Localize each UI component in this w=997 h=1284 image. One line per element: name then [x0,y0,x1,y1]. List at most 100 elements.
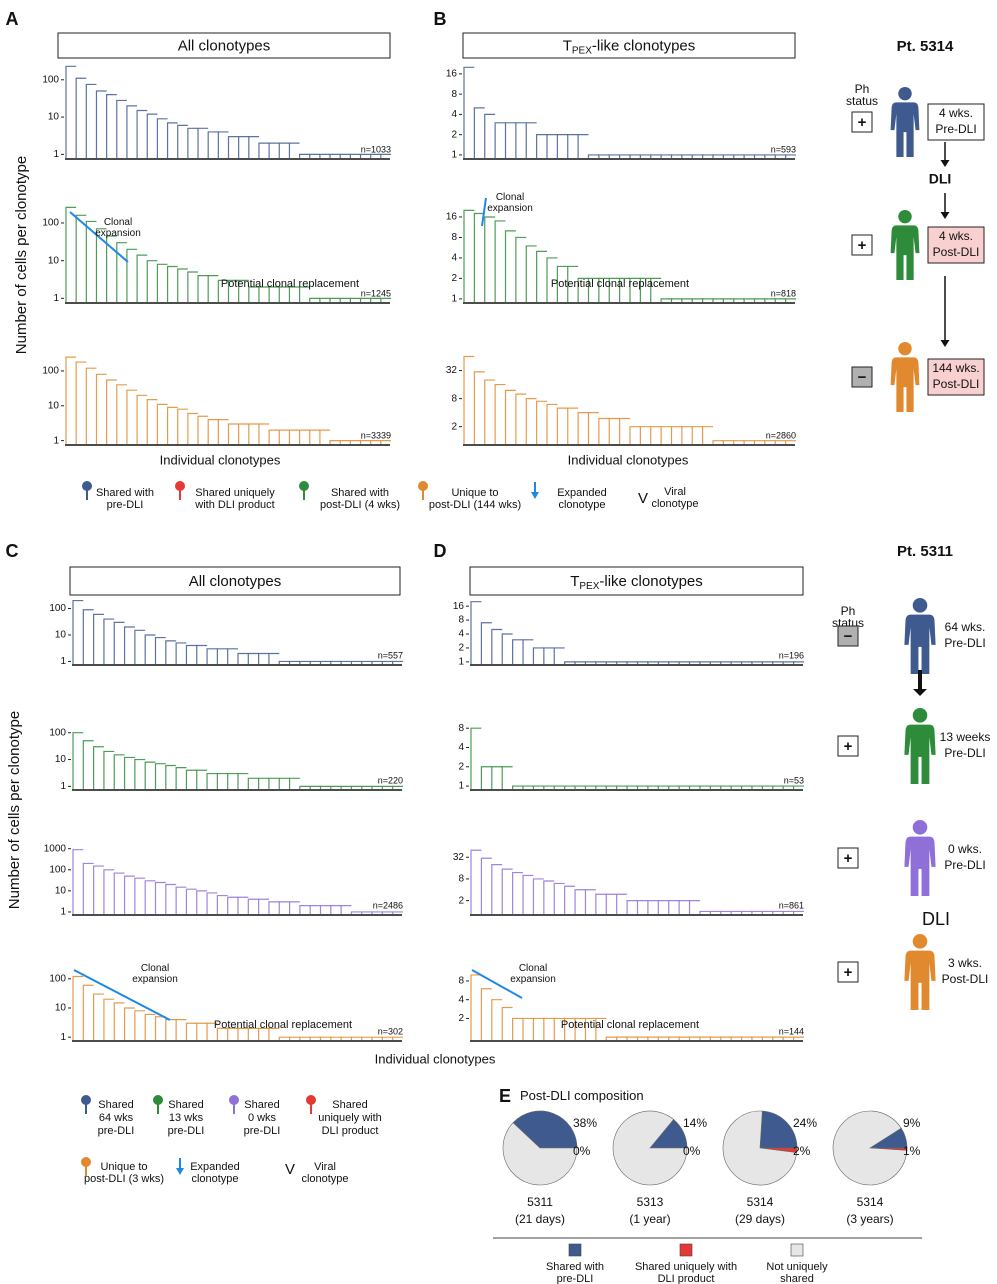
clonotype-stem [526,399,536,444]
pie-subtitle: (21 days) [515,1212,565,1226]
dli-label: DLI [922,909,950,929]
clonotype-stem [485,380,495,444]
clonotype-stem [186,770,196,789]
clonotype-stem [533,1018,543,1040]
clonotype-stem [145,635,155,664]
y-tick-label: 2 [451,129,457,140]
legend-label: Shared [332,1099,367,1111]
clonotype-stem [627,786,637,789]
panel-letter: B [434,9,447,29]
clonotype-stem [638,901,648,914]
clonotype-stem [575,786,585,789]
panel-letter: E [499,1086,511,1106]
pie-value-label: 24% [793,1116,817,1130]
legend-label: Viral [664,486,686,498]
clonotype-stem [372,912,382,914]
annotation: expansion [95,228,141,239]
clonotype-stem [83,610,93,664]
clonotype-stem [585,890,595,914]
clonotype-stem [516,123,526,158]
clonotype-stem [117,243,127,302]
clonotype-stem [259,899,269,914]
clonotype-stem [331,1037,341,1040]
timeline-arrow-head [913,689,927,696]
n-label: n=818 [771,288,796,298]
y-tick-label: 8 [451,393,457,404]
clonotype-stem [596,786,606,789]
clonotype-stem [83,985,93,1040]
timepoint-label: 4 wks. [939,106,973,120]
clonotype-stem [513,640,523,664]
clonotype-stem [372,661,382,664]
clonotype-stem [157,119,167,158]
pie-title: 5314 [747,1195,774,1209]
clonotype-stem [228,774,238,789]
clonotype-stem [382,912,392,914]
clonotype-stem [661,427,671,444]
clonotype-stem [627,1037,637,1040]
legend-pin-head [153,1095,163,1105]
clonotype-stem [300,1037,310,1040]
y-tick-label: 1 [60,656,66,667]
human-head [913,820,928,835]
annotation: Potential clonal replacement [551,278,689,290]
pie-slice [760,1111,797,1148]
annotation: expansion [487,203,533,214]
clonotype-stem [544,1018,554,1040]
clonotype-stem [731,786,741,789]
clonotype-stem [547,135,557,158]
legend-label: 64 wks [99,1112,134,1124]
clonotype-stem [125,876,135,914]
clonotype-stem [471,975,481,1040]
clonotype-stem [752,662,762,664]
clonotype-stem [125,627,135,664]
clonotype-stem [464,67,474,158]
clonotype-stem [300,661,310,664]
clonotype-stem [135,1011,145,1040]
clonotype-stem [690,662,700,664]
clonotype-stem [168,267,178,302]
legend-label: Expanded [557,487,607,499]
y-tick-label: 4 [458,629,464,640]
clonotype-stem [606,1037,616,1040]
clonotype-stem [178,409,188,444]
clonotype-stem [502,634,512,664]
timepoint-label: Pre-DLI [944,858,985,872]
y-tick-label: 1000 [44,843,67,854]
title-part: -like clonotypes [592,37,695,54]
panel-title: All clonotypes [189,573,282,590]
pie-subtitle: (29 days) [735,1212,785,1226]
legend-label: Shared [244,1099,279,1111]
y-tick-label: 4 [458,742,464,753]
clonotype-stem [371,441,381,444]
ph-sign: − [844,628,853,645]
title-part: PEX [579,581,599,592]
legend-label: Unique to [100,1161,147,1173]
ph-sign: − [858,369,867,386]
human-head [913,598,928,613]
clonotype-stem [606,894,616,914]
clonotype-stem [114,873,124,914]
y-tick-label: 2 [451,273,457,284]
clonotype-stem [279,143,289,158]
clonotype-stem [94,614,104,664]
clonotype-stem [341,786,351,789]
clonotype-stem [773,786,783,789]
clonotype-stem [575,890,585,914]
clonotype-stem [66,66,76,158]
clonotype-stem [731,1037,741,1040]
clonotype-stem [481,989,491,1040]
legend-label: uniquely with [318,1112,382,1124]
timeline-arrow-head [941,340,950,347]
clonotype-stem [575,662,585,664]
clonotype-stem [744,441,754,444]
timepoint-label: 13 weeks [940,730,991,744]
clonotype-stem [713,441,723,444]
clonotype-stem [114,622,124,664]
clonotype-stem [393,912,403,914]
clonotype-stem [290,902,300,914]
clonotype-stem [289,143,299,158]
panel-letter: D [434,541,447,561]
legend-label: with DLI product [194,499,274,511]
legend-label: 0 wks [248,1112,277,1124]
